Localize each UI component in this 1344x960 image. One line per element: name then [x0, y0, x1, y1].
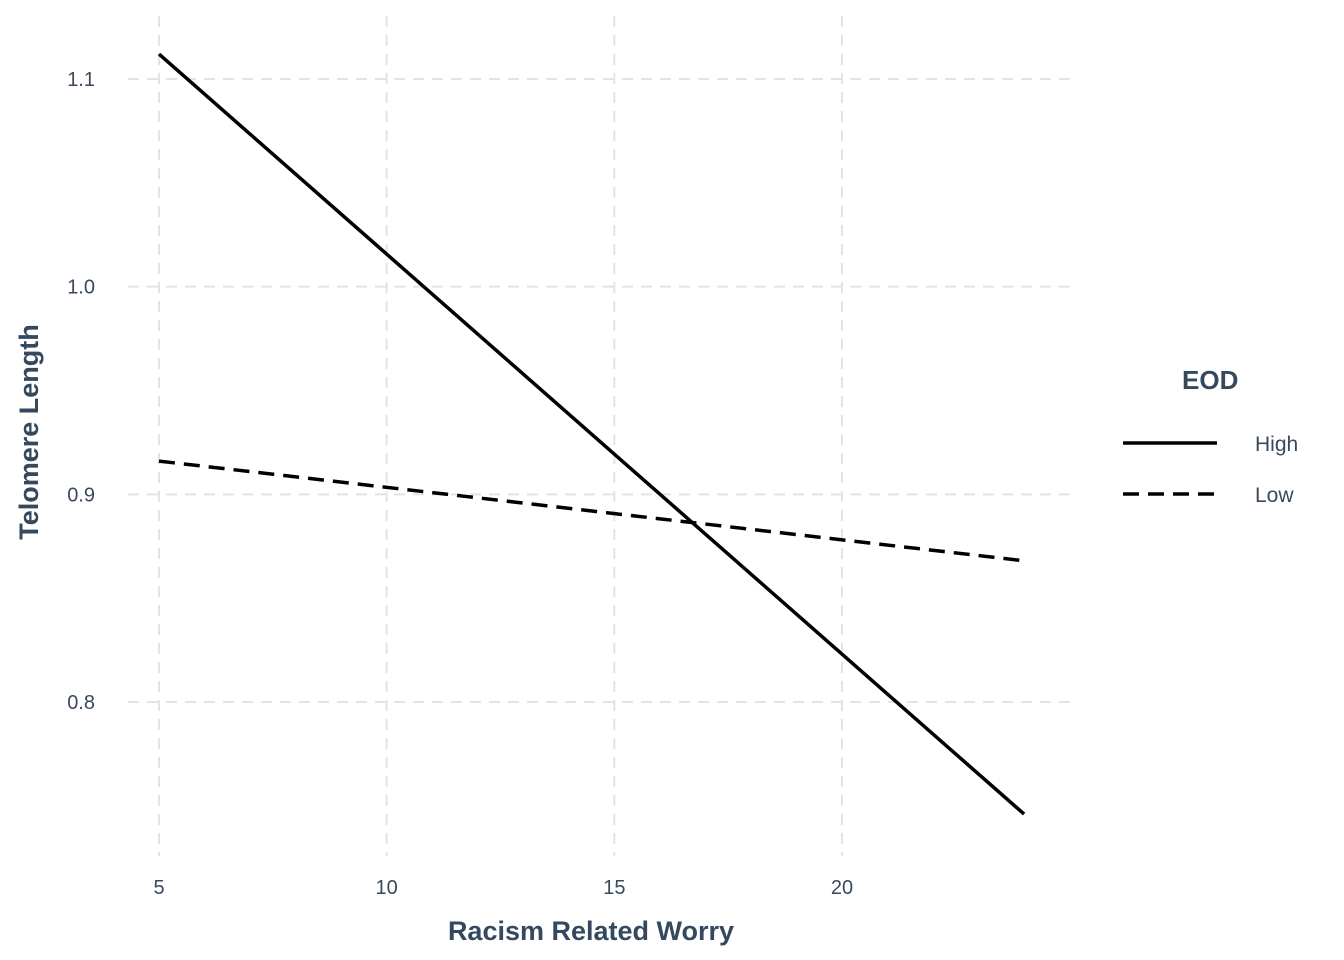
y-tick-label: 1.1: [67, 69, 95, 91]
y-tick-label: 0.9: [67, 484, 95, 506]
x-tick-label: 5: [153, 877, 164, 899]
x-tick-label: 20: [831, 877, 853, 899]
series-line-high: [157, 52, 1026, 816]
y-tick-label: 0.8: [67, 692, 95, 714]
legend-item-high: High: [1123, 433, 1298, 456]
x-axis-title: Racism Related Worry: [448, 916, 734, 946]
x-tick-label: 10: [376, 877, 398, 899]
legend-title: EOD: [1182, 365, 1238, 395]
series-lines: [157, 52, 1026, 816]
y-tick-label: 1.0: [67, 277, 95, 299]
legend-label: Low: [1255, 484, 1294, 507]
legend-label: High: [1255, 433, 1298, 456]
series-line-low: [158, 459, 1025, 563]
x-tick-label: 15: [603, 877, 625, 899]
legend-item-low: Low: [1123, 484, 1294, 507]
y-gridlines: [128, 78, 1070, 703]
x-axis-tick-labels: 5 10 15 20: [153, 877, 853, 899]
x-gridlines: [158, 16, 843, 856]
y-axis-tick-labels: 0.8 0.9 1.0 1.1: [67, 69, 95, 714]
y-axis-title: Telomere Length: [14, 324, 44, 540]
legend: EOD High Low: [1123, 365, 1298, 507]
legend-items: High Low: [1123, 433, 1298, 507]
